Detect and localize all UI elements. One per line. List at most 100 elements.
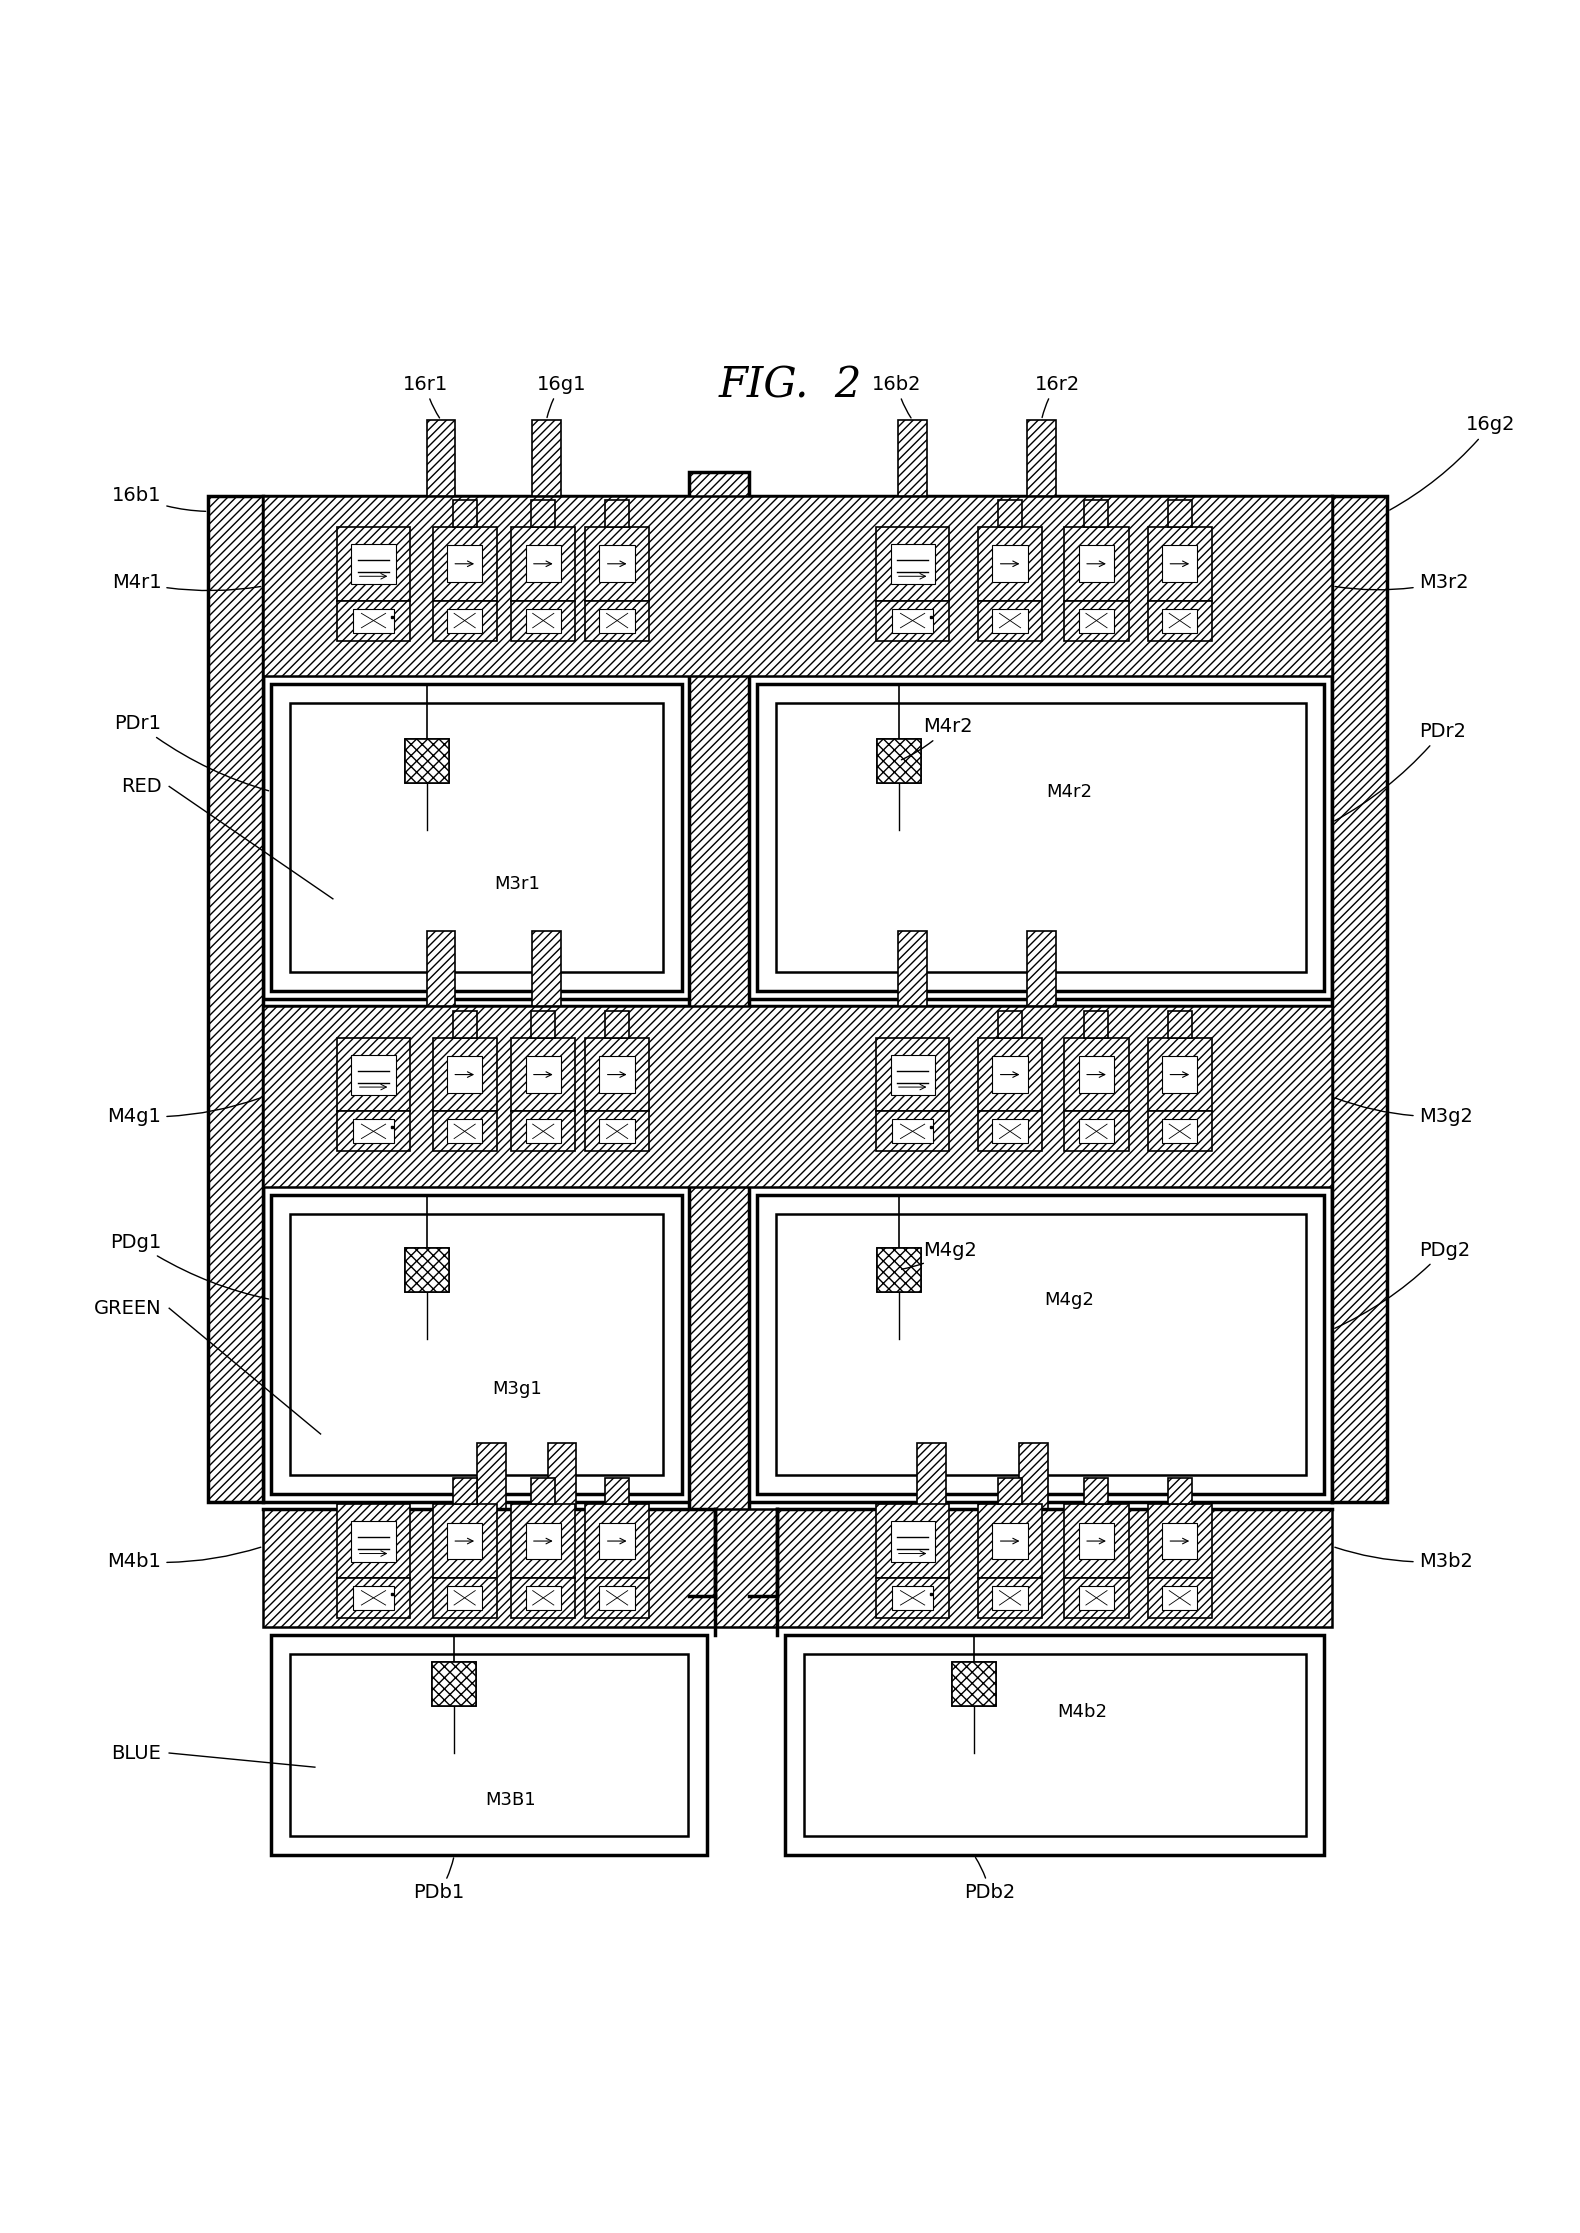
Bar	[447, 610, 482, 632]
Bar	[264, 1007, 1332, 1501]
Bar	[1065, 527, 1128, 601]
Bar	[999, 1478, 1022, 1505]
Bar	[354, 1585, 393, 1610]
Bar	[452, 1012, 477, 1038]
Bar	[877, 739, 921, 784]
Bar	[291, 1655, 687, 1836]
Bar	[512, 527, 575, 601]
Bar	[978, 527, 1043, 601]
Bar	[433, 1505, 496, 1579]
Bar	[433, 527, 496, 601]
Bar	[992, 1523, 1027, 1559]
Bar	[264, 1007, 1332, 1188]
Bar	[992, 1119, 1027, 1143]
Bar	[875, 1038, 950, 1112]
Bar	[526, 1056, 561, 1092]
Bar	[526, 610, 561, 632]
Bar	[532, 420, 561, 496]
Bar	[264, 1510, 1332, 1628]
Bar	[209, 496, 264, 1501]
Bar	[351, 545, 395, 585]
Bar	[1147, 1579, 1212, 1619]
Bar	[512, 1038, 575, 1112]
Bar	[433, 1661, 476, 1706]
Bar	[605, 500, 629, 527]
Bar	[526, 1585, 561, 1610]
Bar	[337, 1112, 411, 1152]
Bar	[337, 527, 411, 601]
Bar	[291, 1215, 662, 1474]
Bar	[605, 1478, 629, 1505]
Bar	[531, 500, 555, 527]
Bar	[1079, 545, 1114, 583]
Bar	[452, 500, 477, 527]
Bar	[1079, 1585, 1114, 1610]
Bar	[427, 420, 455, 496]
Bar	[1079, 1119, 1114, 1143]
Bar	[337, 601, 411, 641]
Bar	[599, 1056, 635, 1092]
Bar	[891, 1054, 935, 1094]
Bar	[1084, 1012, 1109, 1038]
Bar	[447, 545, 482, 583]
Bar	[404, 739, 449, 784]
Bar	[272, 683, 681, 991]
Bar	[599, 1585, 635, 1610]
Bar	[433, 1579, 496, 1619]
Bar	[875, 601, 950, 641]
Text: GREEN: GREEN	[93, 1300, 161, 1317]
Bar	[953, 1661, 995, 1706]
Text: PDr2: PDr2	[1335, 721, 1466, 822]
Text: BLUE: BLUE	[112, 1744, 161, 1762]
Bar	[953, 1661, 995, 1706]
Text: M3b2: M3b2	[1335, 1547, 1473, 1570]
Bar	[1065, 601, 1128, 641]
Text: M4b1: M4b1	[107, 1547, 261, 1570]
Bar	[526, 1119, 561, 1143]
Bar	[599, 1523, 635, 1559]
Bar	[404, 1248, 449, 1291]
Bar	[1079, 1056, 1114, 1092]
Bar	[351, 1521, 395, 1561]
Bar	[264, 496, 1332, 677]
Bar	[1147, 1112, 1212, 1152]
Text: M4g1: M4g1	[107, 1099, 261, 1125]
Bar	[992, 610, 1027, 632]
Bar	[404, 1248, 449, 1291]
Text: M4g2: M4g2	[1044, 1291, 1093, 1309]
Bar	[272, 1195, 681, 1494]
Bar	[585, 601, 649, 641]
Text: FIG.  2: FIG. 2	[719, 364, 861, 406]
Bar	[585, 527, 649, 601]
Text: PDb2: PDb2	[964, 1858, 1016, 1903]
Bar	[999, 500, 1022, 527]
Bar	[1168, 1012, 1191, 1038]
Bar	[1168, 500, 1191, 527]
Bar	[447, 1056, 482, 1092]
Bar	[1332, 496, 1387, 1501]
Bar	[899, 420, 927, 496]
Bar	[689, 471, 749, 1597]
Bar	[891, 545, 935, 585]
Bar	[512, 1505, 575, 1579]
Bar	[1065, 1505, 1128, 1579]
Bar	[337, 1038, 411, 1112]
Bar	[433, 601, 496, 641]
Text: 16r1: 16r1	[403, 375, 449, 418]
Bar	[354, 1119, 393, 1143]
Bar	[585, 1112, 649, 1152]
Bar	[337, 1579, 411, 1619]
Bar	[452, 1478, 477, 1505]
Text: M4g2: M4g2	[902, 1242, 978, 1268]
Bar	[404, 739, 449, 784]
Text: M3g1: M3g1	[493, 1380, 542, 1398]
Bar	[512, 1112, 575, 1152]
Bar	[1147, 1038, 1212, 1112]
Bar	[447, 1585, 482, 1610]
Bar	[1084, 1478, 1109, 1505]
Bar	[532, 931, 561, 1007]
Text: PDg2: PDg2	[1335, 1242, 1469, 1329]
Bar	[354, 610, 393, 632]
Bar	[992, 1585, 1027, 1610]
Bar	[291, 703, 662, 971]
